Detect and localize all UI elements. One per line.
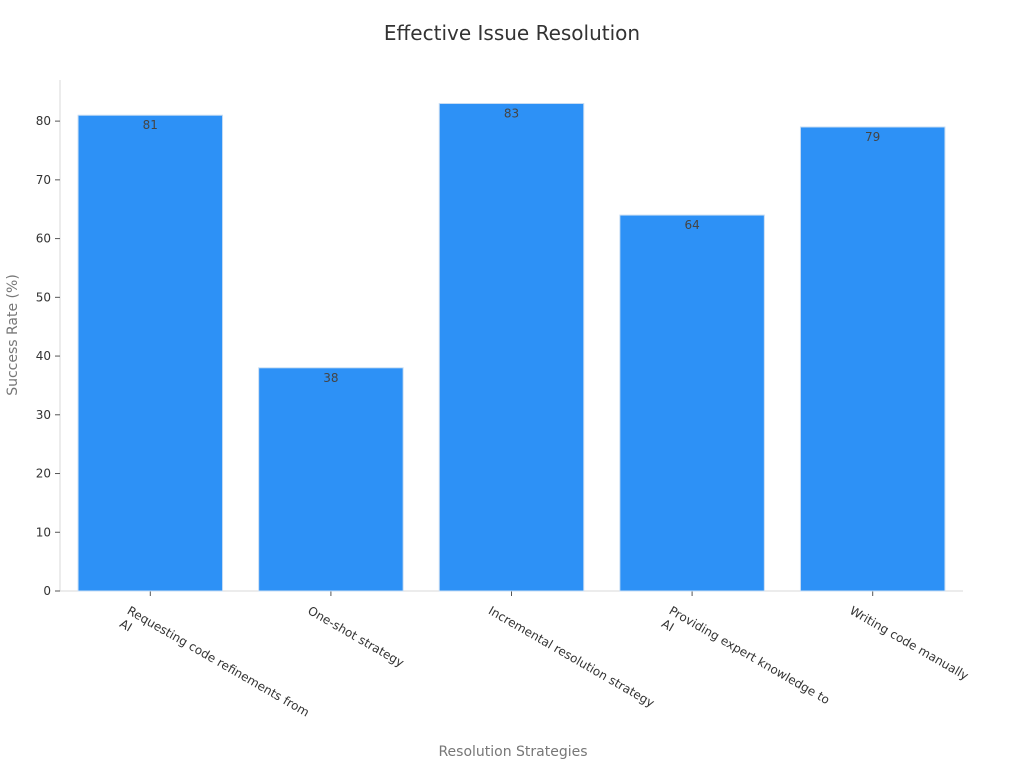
y-tick-label: 60 [36,232,51,246]
bar [258,367,404,592]
bar [438,102,585,592]
y-tick-label: 30 [36,408,51,422]
chart-title: Effective Issue Resolution [384,21,640,45]
x-tick-label: Providing expert knowledge toAI [659,603,832,720]
data-label: 83 [504,106,519,120]
x-axis-title: Resolution Strategies [438,744,587,760]
x-tick-label: Writing code manually [847,603,971,683]
data-label: 79 [865,130,880,144]
y-tick-label: 40 [36,349,51,363]
y-axis-title: Success Rate (%) [5,274,21,396]
x-tick-label: Requesting code refinements fromAI [117,603,311,732]
x-tick-label: Incremental resolution strategy [486,603,657,710]
y-tick-label: 20 [36,467,51,481]
data-labels: 81 38 83 64 79 [143,106,881,384]
bar [799,126,946,592]
y-tick-label: 50 [36,290,51,304]
x-tick-labels: Requesting code refinements fromAI One-sh… [117,603,971,732]
bar [77,114,224,592]
y-axis: 0 10 20 30 40 50 60 70 80 [36,80,61,598]
bars [77,102,946,592]
data-label: 64 [684,218,699,232]
x-tick-label: One-shot strategy [305,603,406,669]
data-label: 38 [323,371,338,385]
data-label: 81 [143,118,158,132]
x-axis [60,590,963,596]
y-tick-label: 0 [43,584,51,598]
y-tick-label: 70 [36,173,51,187]
y-tick-label: 10 [36,525,51,539]
y-tick-label: 80 [36,114,51,128]
bar [619,214,765,592]
